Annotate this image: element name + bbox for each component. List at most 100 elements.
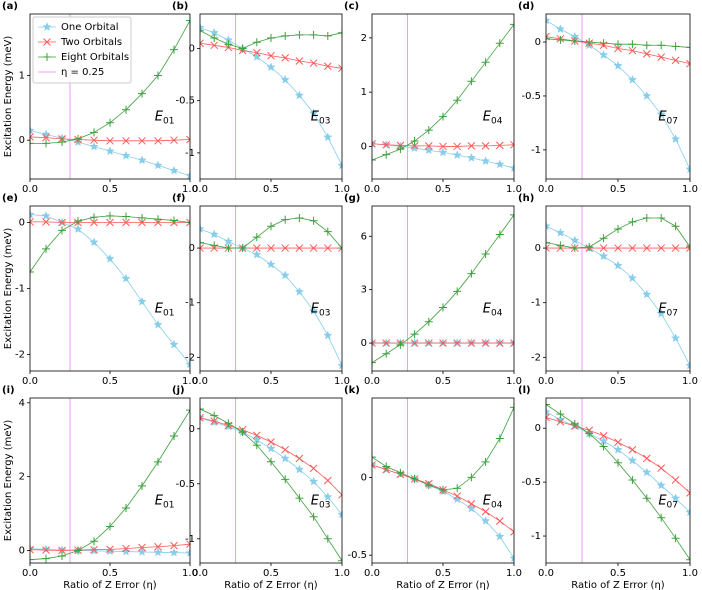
data-point (200, 39, 204, 48)
data-point (510, 339, 514, 347)
x-tick-label: 1.0 (334, 568, 350, 579)
y-tick-label: -0.5 (521, 477, 541, 488)
data-point (122, 544, 130, 553)
data-point (169, 165, 179, 175)
data-point (323, 31, 332, 40)
panel: (j) 0.0 0.5 1.0 -1 -0.5 0 E03 Ratio of Z Error (… (172, 385, 350, 590)
axes-frame (545, 397, 691, 564)
data-point (642, 454, 651, 463)
series-line (200, 417, 342, 496)
data-point (481, 58, 490, 67)
axes-frame (199, 397, 343, 564)
data-point (685, 360, 690, 370)
data-point (280, 270, 290, 280)
data-point (628, 46, 637, 55)
data-point (295, 214, 304, 223)
data-point (89, 141, 99, 151)
y-tick-label: -0.5 (175, 96, 195, 107)
annotation: E03 (311, 109, 331, 126)
data-point (495, 39, 504, 48)
annotation-sub: 04 (491, 500, 503, 510)
data-point (372, 339, 376, 347)
data-point (480, 156, 491, 166)
data-point (30, 545, 34, 554)
panel: (c) 0.0 0.5 1.0 0 1 2 E04 (344, 1, 522, 195)
data-point (138, 543, 146, 552)
data-point (372, 453, 376, 462)
data-point (546, 34, 550, 43)
data-point (106, 136, 114, 145)
data-point (154, 542, 162, 551)
data-point (382, 140, 391, 149)
data-point (628, 40, 637, 49)
data-point (280, 74, 290, 84)
series-line (372, 464, 514, 559)
x-tick-label: 1.0 (682, 376, 698, 387)
data-point (309, 244, 318, 252)
data-point (185, 359, 190, 369)
data-point (138, 218, 146, 227)
data-point (338, 64, 342, 73)
annotation-main: E (483, 109, 492, 124)
data-point (267, 34, 275, 43)
plot-area (200, 214, 342, 370)
annotation: E04 (483, 301, 503, 318)
data-point (481, 339, 490, 347)
plot-area (372, 403, 514, 563)
y-tick-label: 0 (361, 472, 367, 483)
data-point (613, 444, 623, 454)
x-tick-label: 0.5 (263, 376, 279, 387)
panel: (d) 0.0 0.5 1.0 -1 -0.5 0 E07 (518, 1, 698, 195)
data-point (281, 475, 290, 484)
data-point (598, 50, 609, 59)
data-point (670, 134, 681, 144)
x-tick-label: 0.0 (192, 376, 208, 387)
data-point (30, 555, 34, 563)
x-axis-label: Ratio of Z Error (η) (224, 580, 317, 590)
data-point (372, 461, 376, 469)
panel-label: (h) (518, 193, 534, 204)
axes-frame (29, 13, 191, 180)
y-tick-label: -2 (531, 352, 541, 363)
data-point (642, 91, 652, 100)
data-point (122, 218, 130, 227)
data-point (280, 453, 290, 463)
data-point (200, 244, 204, 252)
annotation-sub: 03 (319, 308, 330, 318)
data-point (323, 330, 333, 340)
y-tick-label: -1 (15, 284, 25, 295)
data-point (481, 457, 490, 466)
data-point (585, 38, 594, 47)
data-point (186, 218, 190, 227)
data-point (642, 214, 651, 223)
legend-box (32, 16, 132, 84)
y-tick-label: 0 (189, 424, 195, 435)
y-tick-label: 2 (361, 33, 367, 44)
data-point (439, 303, 447, 312)
data-point (90, 545, 98, 554)
legend-label: η = 0.25 (61, 67, 104, 78)
y-tick-label: 0 (535, 37, 541, 48)
data-point (267, 244, 275, 252)
data-point (372, 358, 376, 367)
data-point (495, 517, 504, 525)
data-point (154, 71, 162, 80)
data-point (628, 475, 637, 484)
data-point (238, 44, 247, 53)
data-point (185, 170, 190, 179)
data-point (266, 443, 276, 453)
y-tick-label: -1 (185, 534, 195, 545)
panel: (f) 0.0 0.5 1.0 -2 -1 0 E03 (172, 193, 350, 387)
data-point (585, 242, 594, 251)
data-point (495, 531, 505, 541)
series-line (30, 215, 190, 273)
data-point (323, 132, 333, 142)
data-point (58, 546, 66, 555)
data-point (74, 134, 82, 143)
y-tick-label: -2 (185, 352, 195, 363)
data-point (281, 445, 290, 454)
data-point (238, 428, 247, 437)
data-point (671, 42, 680, 51)
x-tick-label: 0.5 (435, 184, 451, 195)
